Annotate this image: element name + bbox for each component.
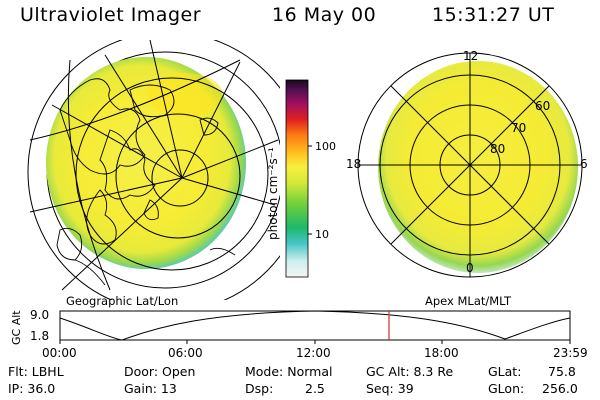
glat-value: 75.8 <box>548 364 576 379</box>
glat-label: GLat: <box>488 364 522 379</box>
colorbar <box>285 79 309 278</box>
mlt-label-0: 0 <box>466 261 474 275</box>
glon-label: GLon: <box>488 381 525 396</box>
timeline-y-tick-top: 9.0 <box>30 308 49 322</box>
timeline-x-tick: 06:00 <box>168 346 203 360</box>
map-outer-arc <box>27 40 280 300</box>
dsp-value: 2.5 <box>305 381 325 396</box>
ip-info: IP: 36.0 <box>8 381 56 396</box>
mlat-label-60: 60 <box>535 99 550 113</box>
gain-info: Gain: 13 <box>124 381 177 396</box>
timeline-x-tick: 12:00 <box>296 346 331 360</box>
colorbar-ticks <box>308 145 312 235</box>
left-map-caption: Geographic Lat/Lon <box>66 294 178 308</box>
timeline-y-tick-bottom: 1.8 <box>30 329 49 343</box>
date-label: 16 May 00 <box>272 4 377 26</box>
mlt-lines <box>358 53 582 277</box>
altitude-timeline <box>59 310 571 344</box>
door-info: Door: Open <box>124 364 196 379</box>
glon-value: 256.0 <box>542 381 578 396</box>
mlt-label-12: 12 <box>463 49 478 63</box>
geographic-map <box>27 40 280 300</box>
meridian-lines <box>29 40 279 291</box>
aurora-disc-mag <box>378 61 578 273</box>
filter-info: Flt: LBHL <box>8 364 64 379</box>
mlat-label-70: 70 <box>511 121 526 135</box>
timeline-x-tick: 23:59 <box>553 346 588 360</box>
gc-alt-info: GC Alt: 8.3 Re <box>366 364 454 379</box>
mlt-label-6: 6 <box>580 157 588 171</box>
timeline-x-tick: 18:00 <box>424 346 459 360</box>
coastlines <box>56 78 236 286</box>
colorbar-unit-label: photon cm⁻²s⁻¹ <box>266 147 280 240</box>
altitude-curve <box>59 310 571 341</box>
magnetic-map: 12 18 6 0 60 70 80 <box>346 49 588 278</box>
timeline-y-axis-label: GC Alt <box>10 310 23 345</box>
mlat-label-80: 80 <box>490 142 505 156</box>
timeline-x-tick: 00:00 <box>42 346 77 360</box>
instrument-title: Ultraviolet Imager <box>20 4 202 26</box>
right-map-caption: Apex MLat/MLT <box>425 294 512 308</box>
mode-info: Mode: Normal <box>245 364 333 379</box>
mlt-label-18: 18 <box>346 157 361 171</box>
aurora-bright-patch <box>147 73 223 117</box>
seq-info: Seq: 39 <box>366 381 414 396</box>
colorbar-tick-10: 10 <box>315 228 329 241</box>
colorbar-tick-100: 100 <box>315 140 336 153</box>
time-label: 15:31:27 UT <box>432 4 555 26</box>
latitude-circles <box>75 77 269 271</box>
dsp-label: Dsp: <box>245 381 274 396</box>
